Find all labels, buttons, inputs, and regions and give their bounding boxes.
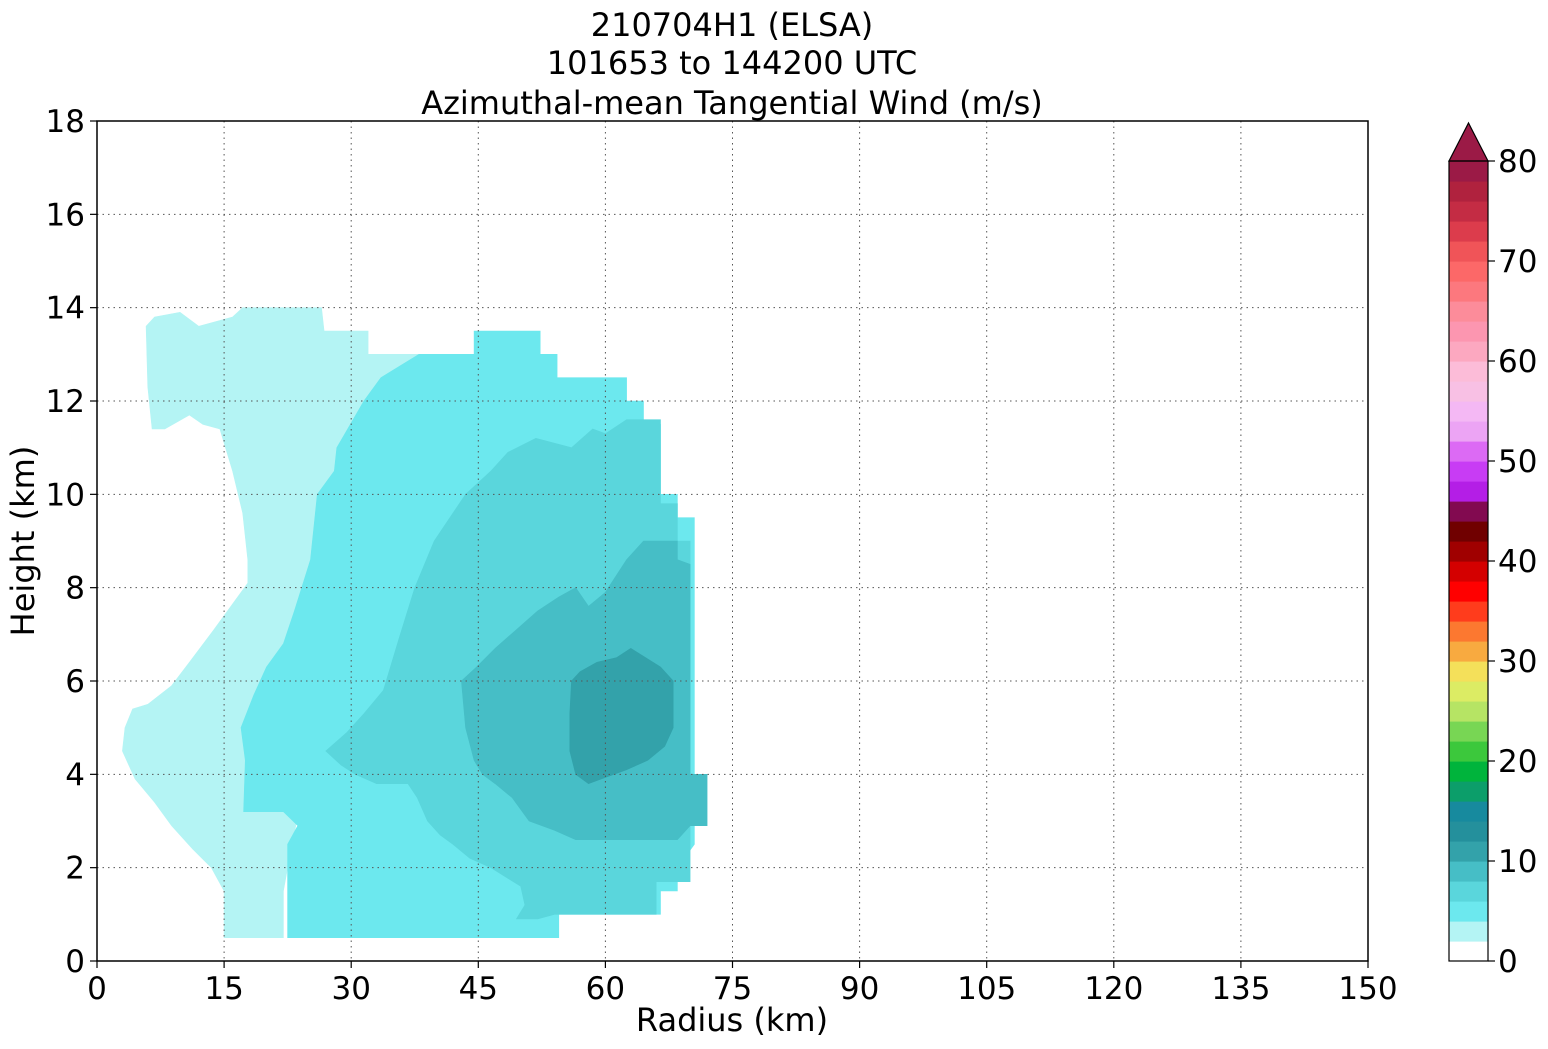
colorbar: 0 10 20 30 40 50 60 70 80 (1448, 121, 1537, 980)
colorbar-swatch (1449, 781, 1488, 802)
colorbar-tick-label: 40 (1498, 544, 1537, 580)
colorbar-extend-arrow (1448, 121, 1489, 162)
colorbar-swatch (1449, 621, 1488, 642)
colorbar-swatch (1449, 741, 1488, 762)
y-axis-label: Height (km) (4, 446, 42, 637)
colorbar-swatch (1449, 881, 1488, 902)
colorbar-swatch (1449, 541, 1488, 562)
y-tick-label: 8 (65, 571, 85, 607)
x-tick-label: 120 (1084, 971, 1143, 1007)
contour-band-10 (569, 647, 674, 785)
colorbar-swatch (1449, 421, 1488, 442)
colorbar-swatch (1449, 281, 1488, 302)
grid-lines (97, 121, 1368, 961)
x-tick-label: 150 (1338, 971, 1397, 1007)
colorbar-tick-label: 60 (1498, 344, 1537, 380)
colorbar-swatch (1449, 521, 1488, 542)
colorbar-swatch (1449, 561, 1488, 582)
colorbar-swatch (1449, 941, 1488, 962)
colorbar-swatch (1449, 821, 1488, 842)
colorbar-swatch (1449, 581, 1488, 602)
colorbar-swatch (1449, 641, 1488, 662)
y-tick-label: 10 (46, 477, 85, 513)
colorbar-swatch (1449, 861, 1488, 882)
colorbar-tick-label: 0 (1498, 944, 1518, 980)
colorbar-swatch (1449, 321, 1488, 342)
chart-title: 210704H1 (ELSA) 101653 to 144200 UTC Azi… (421, 6, 1043, 122)
colorbar-swatch (1449, 441, 1488, 462)
y-tick-label: 12 (46, 384, 85, 420)
colorbar-swatch (1449, 481, 1488, 502)
colorbar-swatch (1449, 761, 1488, 782)
colorbar-swatch (1449, 341, 1488, 362)
colorbar-swatch (1449, 221, 1488, 242)
x-tick-label: 45 (459, 971, 498, 1007)
x-tick-label: 135 (1211, 971, 1270, 1007)
y-axis-ticks: 0 2 4 6 8 10 12 14 16 18 (46, 104, 97, 980)
colorbar-swatch (1449, 661, 1488, 682)
colorbar-swatch (1449, 361, 1488, 382)
y-tick-label: 18 (46, 104, 85, 140)
colorbar-swatch (1449, 921, 1488, 942)
colorbar-swatch (1449, 401, 1488, 422)
colorbar-swatch (1449, 181, 1488, 202)
y-tick-label: 2 (65, 851, 85, 887)
y-tick-label: 14 (46, 291, 85, 327)
colorbar-swatch (1449, 701, 1488, 722)
colorbar-tick-label: 70 (1498, 244, 1537, 280)
colorbar-swatch (1449, 461, 1488, 482)
x-tick-label: 90 (840, 971, 879, 1007)
colorbar-tick-label: 20 (1498, 744, 1537, 780)
colorbar-swatch (1449, 301, 1488, 322)
title-line-1: 210704H1 (ELSA) (591, 6, 874, 44)
x-axis-label: Radius (km) (636, 1001, 828, 1039)
colorbar-tick-label: 50 (1498, 444, 1537, 480)
y-tick-label: 6 (65, 664, 85, 700)
y-tick-label: 4 (65, 757, 85, 793)
x-axis-ticks: 0 15 30 45 60 75 90 105 120 135 150 (87, 961, 1398, 1007)
title-line-2: 101653 to 144200 UTC (547, 44, 917, 82)
colorbar-swatch (1449, 841, 1488, 862)
x-tick-label: 60 (586, 971, 625, 1007)
y-tick-label: 16 (46, 197, 85, 233)
x-tick-label: 15 (204, 971, 243, 1007)
colorbar-swatch (1449, 261, 1488, 282)
x-tick-label: 30 (331, 971, 370, 1007)
colorbar-swatch (1449, 721, 1488, 742)
colorbar-swatch (1449, 241, 1488, 262)
colorbar-swatch (1449, 161, 1488, 182)
title-line-3: Azimuthal-mean Tangential Wind (m/s) (421, 84, 1043, 122)
colorbar-swatch (1449, 681, 1488, 702)
colorbar-swatch (1449, 601, 1488, 622)
x-tick-label: 75 (713, 971, 752, 1007)
colorbar-tick-label: 30 (1498, 644, 1537, 680)
colorbar-swatch (1449, 901, 1488, 922)
colorbar-tick-label: 10 (1498, 844, 1537, 880)
colorbar-swatch (1449, 801, 1488, 822)
x-tick-label: 0 (87, 971, 107, 1007)
colorbar-tick-label: 80 (1498, 144, 1537, 180)
colorbar-swatch (1449, 201, 1488, 222)
colorbar-swatch (1449, 381, 1488, 402)
colorbar-swatch (1449, 501, 1488, 522)
contour-layer (122, 307, 708, 939)
x-tick-label: 105 (957, 971, 1016, 1007)
y-tick-label: 0 (65, 944, 85, 980)
